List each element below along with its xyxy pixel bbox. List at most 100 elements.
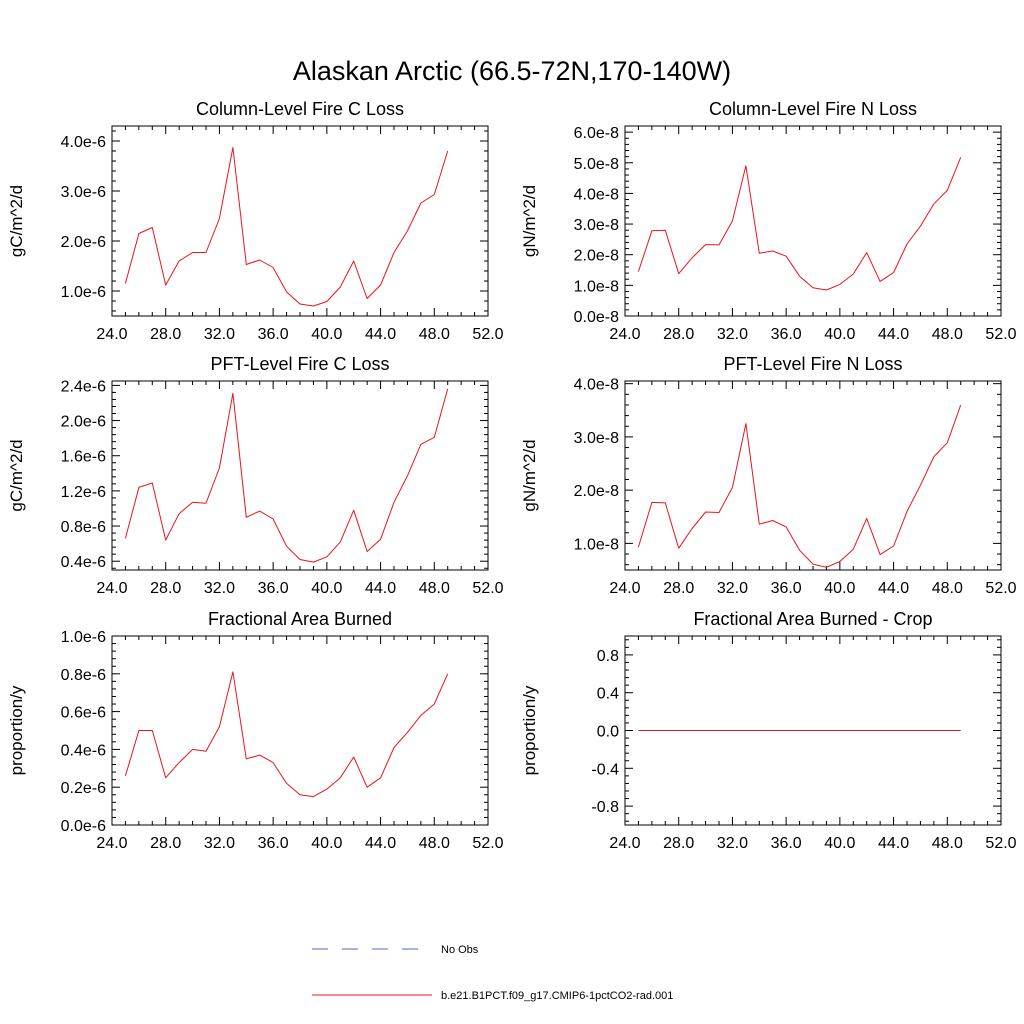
x-tick-label: 52.0 (472, 835, 503, 852)
y-tick-label: 0.2e-6 (61, 780, 106, 797)
y-tick-label: 1.0e-8 (574, 536, 619, 553)
x-tick-label: 40.0 (311, 580, 342, 597)
x-tick-label: 36.0 (771, 835, 802, 852)
x-tick-label: 32.0 (717, 580, 748, 597)
y-tick-label: 0.0e-8 (574, 309, 619, 326)
panel-title: PFT-Level Fire C Loss (210, 354, 389, 374)
y-axis-label: proportion/y (7, 685, 26, 775)
x-tick-label: 24.0 (96, 580, 127, 597)
y-tick-label: 5.0e-8 (574, 156, 619, 173)
x-tick-label: 40.0 (311, 326, 342, 343)
y-tick-label: 0.4e-6 (61, 554, 106, 571)
y-tick-label: 0.4e-6 (61, 742, 106, 759)
legend-label-no-obs: No Obs (441, 944, 479, 956)
x-tick-label: 40.0 (824, 326, 855, 343)
legend: No Obs b.e21.B1PCT.f09_g17.CMIP6-1pctCO2… (312, 944, 673, 1002)
x-tick-label: 32.0 (717, 835, 748, 852)
x-tick-label: 28.0 (150, 326, 181, 343)
y-tick-label: 0.8e-6 (61, 519, 106, 536)
y-tick-label: 2.4e-6 (61, 378, 106, 395)
x-tick-label: 36.0 (258, 326, 289, 343)
panel-title: Column-Level Fire N Loss (709, 99, 917, 119)
x-tick-label: 32.0 (204, 326, 235, 343)
x-tick-label: 28.0 (663, 326, 694, 343)
panels: Column-Level Fire C Loss gC/m^2/d 24.0 28.0… (7, 99, 1017, 852)
y-tick-label: 0.4 (597, 686, 619, 703)
y-axis-label: gN/m^2/d (520, 439, 539, 511)
panel-column-c: Column-Level Fire C Loss gC/m^2/d 24.0 28.0… (7, 99, 504, 343)
x-tick-label: 28.0 (150, 835, 181, 852)
y-tick-label: 2.0e-8 (574, 248, 619, 265)
y-tick-label: 3.0e-6 (61, 184, 106, 201)
x-tick-label: 48.0 (932, 326, 963, 343)
y-tick-label: 1.0e-6 (61, 629, 106, 646)
y-tick-label: 3.0e-8 (574, 217, 619, 234)
x-tick-label: 48.0 (932, 835, 963, 852)
x-tick-label: 40.0 (311, 835, 342, 852)
y-tick-label: 6.0e-8 (574, 125, 619, 142)
y-tick-label: 0.0e-6 (61, 818, 106, 835)
x-tick-label: 36.0 (771, 326, 802, 343)
y-axis-label: proportion/y (520, 685, 539, 775)
panel-title: Fractional Area Burned (208, 609, 392, 629)
x-tick-label: 24.0 (609, 580, 640, 597)
figure-title: Alaskan Arctic (66.5-72N,170-140W) (293, 56, 731, 86)
x-tick-label: 40.0 (824, 580, 855, 597)
x-tick-label: 32.0 (204, 835, 235, 852)
y-tick-label: 0.6e-6 (61, 705, 106, 722)
panel-area-burned-crop: Fractional Area Burned - Crop proportion/… (520, 609, 1017, 852)
y-tick-label: 1.0e-8 (574, 278, 619, 295)
plot-frame (624, 380, 1002, 571)
x-tick-label: 48.0 (932, 580, 963, 597)
panel-title: PFT-Level Fire N Loss (723, 354, 902, 374)
y-tick-label: 1.0e-6 (61, 284, 106, 301)
y-tick-label: -0.8 (591, 799, 619, 816)
x-tick-label: 32.0 (717, 326, 748, 343)
series-line (124, 147, 449, 307)
legend-label-model-run: b.e21.B1PCT.f09_g17.CMIP6-1pctCO2-rad.00… (441, 990, 673, 1002)
x-tick-label: 48.0 (419, 835, 450, 852)
x-tick-label: 44.0 (365, 326, 396, 343)
x-tick-label: 44.0 (878, 580, 909, 597)
y-axis-label: gN/m^2/d (520, 185, 539, 257)
series-line (637, 157, 962, 291)
y-tick-label: 4.0e-8 (574, 186, 619, 203)
x-tick-label: 28.0 (663, 580, 694, 597)
series-line (637, 404, 962, 568)
series-line (124, 671, 449, 798)
x-tick-label: 24.0 (609, 326, 640, 343)
x-tick-label: 28.0 (663, 835, 694, 852)
x-tick-label: 44.0 (878, 326, 909, 343)
plot-frame (111, 380, 489, 571)
x-tick-label: 48.0 (419, 580, 450, 597)
y-tick-label: 1.6e-6 (61, 449, 106, 466)
x-tick-label: 32.0 (204, 580, 235, 597)
plot-frame (111, 635, 489, 826)
x-tick-label: 44.0 (878, 835, 909, 852)
x-tick-label: 44.0 (365, 580, 396, 597)
x-tick-label: 24.0 (96, 326, 127, 343)
x-tick-label: 52.0 (985, 326, 1016, 343)
y-tick-label: 4.0e-8 (574, 377, 619, 394)
x-tick-label: 24.0 (96, 835, 127, 852)
x-tick-label: 36.0 (258, 835, 289, 852)
plot-frame (111, 125, 489, 317)
series-line (124, 388, 449, 563)
y-tick-label: 2.0e-6 (61, 234, 106, 251)
y-axis-label: gC/m^2/d (7, 185, 26, 257)
x-tick-label: 24.0 (609, 835, 640, 852)
y-tick-label: 0.0 (597, 724, 619, 741)
x-tick-label: 52.0 (985, 835, 1016, 852)
x-tick-label: 52.0 (985, 580, 1016, 597)
y-tick-label: 0.8 (597, 648, 619, 665)
x-tick-label: 36.0 (771, 580, 802, 597)
panel-pft-n: PFT-Level Fire N Loss gN/m^2/d 24.0 28.0 32.… (520, 354, 1017, 597)
y-tick-label: 0.8e-6 (61, 667, 106, 684)
panel-title: Fractional Area Burned - Crop (693, 609, 932, 629)
y-tick-label: 2.0e-8 (574, 483, 619, 500)
y-tick-label: 2.0e-6 (61, 414, 106, 431)
x-tick-label: 52.0 (472, 580, 503, 597)
panel-area-burned: Fractional Area Burned proportion/y 24.0 28… (7, 609, 504, 852)
y-tick-label: 3.0e-8 (574, 430, 619, 447)
